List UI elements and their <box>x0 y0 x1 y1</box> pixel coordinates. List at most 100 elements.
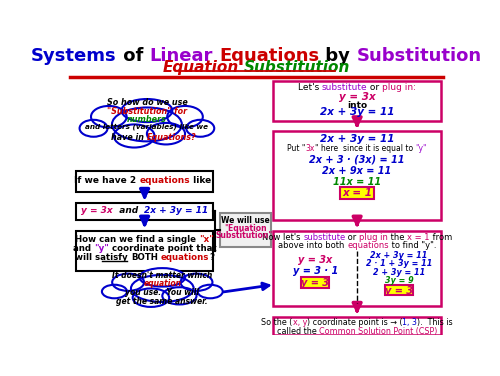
Ellipse shape <box>131 275 194 302</box>
Bar <box>273 80 441 121</box>
Text: So how do we use: So how do we use <box>106 98 188 107</box>
Text: and: and <box>112 206 144 215</box>
Text: and letters (variables) like we: and letters (variables) like we <box>86 124 208 130</box>
Text: 2 + 3y = 11: 2 + 3y = 11 <box>373 268 425 277</box>
Text: y = 3 · 1: y = 3 · 1 <box>292 266 338 276</box>
Ellipse shape <box>112 108 182 141</box>
Text: plug in:: plug in: <box>382 83 416 92</box>
Ellipse shape <box>198 285 222 298</box>
Ellipse shape <box>91 106 126 127</box>
Text: you use.  You will: you use. You will <box>126 288 200 297</box>
Text: since it is equal to: since it is equal to <box>343 144 415 153</box>
Ellipse shape <box>114 124 154 147</box>
Ellipse shape <box>132 288 169 307</box>
Text: from: from <box>430 233 452 242</box>
Text: called the: called the <box>277 327 319 336</box>
Text: equations: equations <box>140 176 190 185</box>
Text: plug in: plug in <box>360 233 388 242</box>
Text: ) coordinate point is → (: ) coordinate point is → ( <box>307 318 402 327</box>
Text: 11x = 11: 11x = 11 <box>333 177 381 187</box>
Ellipse shape <box>80 120 108 137</box>
Ellipse shape <box>147 123 185 144</box>
Ellipse shape <box>102 285 127 298</box>
Text: numbers: numbers <box>127 115 167 124</box>
Text: Equation: Equation <box>162 60 238 75</box>
Ellipse shape <box>140 268 185 287</box>
Text: get the same answer.: get the same answer. <box>116 297 208 306</box>
Text: BOTH: BOTH <box>131 253 158 262</box>
Text: 2 · 1 + 3y = 11: 2 · 1 + 3y = 11 <box>366 259 432 268</box>
Text: Linear: Linear <box>150 47 213 65</box>
Text: 2x + 9x = 11: 2x + 9x = 11 <box>322 166 392 176</box>
Text: the: the <box>388 233 407 242</box>
Text: and: and <box>73 244 94 253</box>
Text: y = 3x: y = 3x <box>338 92 376 102</box>
Bar <box>76 203 213 220</box>
Text: 2x + 3y = 11: 2x + 3y = 11 <box>320 108 394 117</box>
Text: 2x + 3y = 11: 2x + 3y = 11 <box>370 251 428 260</box>
Text: We will use: We will use <box>221 216 270 225</box>
Text: or: or <box>346 233 360 242</box>
Bar <box>302 277 329 288</box>
Ellipse shape <box>186 120 214 137</box>
Text: So the (: So the ( <box>262 318 292 327</box>
Bar <box>76 171 213 192</box>
Text: x, y: x, y <box>292 318 307 327</box>
Text: It doesn't matter which: It doesn't matter which <box>112 271 212 280</box>
Text: 1, 3: 1, 3 <box>402 318 417 327</box>
Text: coordinate point that: coordinate point that <box>108 244 216 253</box>
Ellipse shape <box>180 274 212 291</box>
Text: " here: " here <box>315 144 343 153</box>
Ellipse shape <box>112 274 144 291</box>
Text: Equations: Equations <box>219 47 319 65</box>
Text: "Substitution" for: "Substitution" for <box>107 107 187 116</box>
Text: 2x + 3 · (3x) = 11: 2x + 3 · (3x) = 11 <box>310 155 405 164</box>
Text: y = 3: y = 3 <box>385 286 413 296</box>
Text: equation: equation <box>144 279 182 288</box>
Bar <box>273 131 441 220</box>
Bar <box>76 231 213 271</box>
Text: equations: equations <box>347 241 389 250</box>
Text: x = 1: x = 1 <box>408 233 430 242</box>
Text: of: of <box>117 47 150 65</box>
Text: or: or <box>368 83 382 92</box>
Text: into: into <box>347 100 367 109</box>
Text: ).  This is: ). This is <box>418 318 453 327</box>
Text: by: by <box>319 47 356 65</box>
Text: 2x + 3y = 11: 2x + 3y = 11 <box>144 206 208 215</box>
Text: Equations?: Equations? <box>147 133 196 142</box>
Text: y = 3x: y = 3x <box>81 206 112 215</box>
Text: will satisfy: will satisfy <box>75 253 131 262</box>
Text: y = 3: y = 3 <box>301 279 329 288</box>
Text: like:: like: <box>190 176 215 185</box>
Text: substitute: substitute <box>322 83 368 92</box>
Text: Now let's: Now let's <box>262 233 303 242</box>
Text: y = 3x: y = 3x <box>298 255 332 265</box>
Bar <box>340 187 374 199</box>
Text: Systems: Systems <box>31 47 117 65</box>
Bar <box>273 231 441 306</box>
Text: x = 1: x = 1 <box>342 188 372 199</box>
Bar <box>220 213 271 247</box>
Ellipse shape <box>122 99 172 122</box>
Text: substitute: substitute <box>303 233 346 242</box>
Text: How can we find a single: How can we find a single <box>75 235 199 244</box>
Text: have in: have in <box>111 133 147 142</box>
Text: Substitution".: Substitution". <box>216 232 276 241</box>
Text: "y": "y" <box>416 144 427 153</box>
Text: above into both: above into both <box>278 241 347 250</box>
Ellipse shape <box>162 287 196 305</box>
Text: 3x: 3x <box>306 144 315 153</box>
Text: Let's: Let's <box>298 83 322 92</box>
Text: Put ": Put " <box>288 144 306 153</box>
Ellipse shape <box>167 106 203 127</box>
Text: If we have 2: If we have 2 <box>74 176 140 185</box>
Text: "Equation: "Equation <box>224 224 267 233</box>
Bar <box>385 285 413 296</box>
Text: equations: equations <box>160 253 209 262</box>
Text: "y": "y" <box>94 244 108 253</box>
Text: 2x + 3y = 11: 2x + 3y = 11 <box>320 135 394 144</box>
Text: 3y = 9: 3y = 9 <box>384 276 414 285</box>
Text: "x": "x" <box>199 235 214 244</box>
Text: ?: ? <box>209 253 214 262</box>
